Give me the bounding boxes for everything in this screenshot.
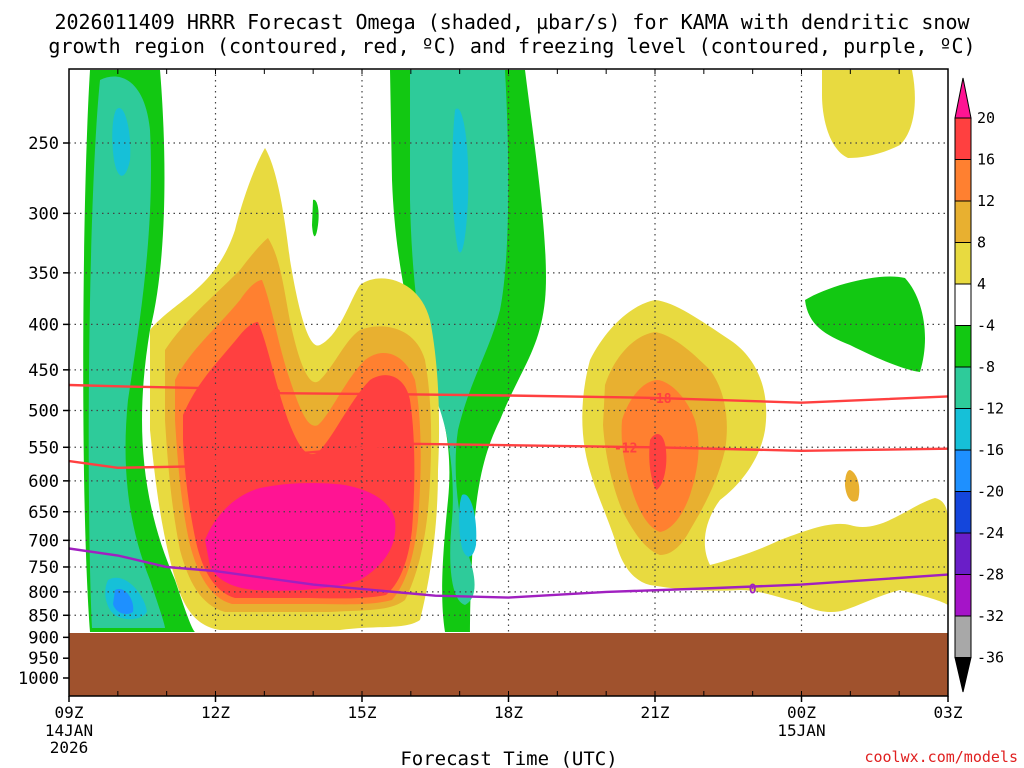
colorbar-swatch <box>954 408 972 451</box>
omega-band-pos4-upper-right <box>822 70 915 158</box>
x-tick-label: 03Z <box>934 703 963 722</box>
colorbar-swatch <box>954 532 972 575</box>
colorbar: 20 16 12 8 4 -4 -8 -12 -16 -20 -24 -28 -32 -36 <box>954 77 1004 693</box>
y-tick-label: 700 <box>28 531 59 551</box>
dgz-minus18-line <box>69 383 948 404</box>
colorbar-label: 8 <box>977 234 986 252</box>
y-tick-label: 450 <box>28 361 59 381</box>
colorbar-bottom-arrow <box>954 657 972 693</box>
y-tick-label: 350 <box>28 264 59 284</box>
colorbar-label: -12 <box>977 400 1004 418</box>
omega-band-neg16-mid-lower <box>459 494 477 557</box>
x-tick-year: 2026 <box>50 738 89 757</box>
chart-title-line1: 2026011409 HRRR Forecast Omega (shaded, … <box>54 10 970 34</box>
colorbar-label: -8 <box>977 358 995 376</box>
y-axis: 2503003504004505005506006507007508008509… <box>18 134 69 689</box>
chart-title-line2: growth region (contoured, red, ºC) and f… <box>48 34 975 58</box>
colorbar-label: 4 <box>977 275 986 293</box>
contour-label: -12 <box>614 441 637 456</box>
colorbar-swatch <box>954 449 972 492</box>
colorbar-swatch <box>954 574 972 617</box>
contour-label: 0 <box>749 582 757 597</box>
y-tick-label: 1000 <box>18 669 59 689</box>
contour-label: -18 <box>648 392 672 407</box>
colorbar-label: -32 <box>977 607 1004 625</box>
y-tick-label: 750 <box>28 558 59 578</box>
colorbar-swatch <box>954 159 972 202</box>
colorbar-label: -20 <box>977 483 1004 501</box>
x-tick-label: 21Z <box>641 703 670 722</box>
y-tick-label: 850 <box>28 606 59 626</box>
chart-contours: -18 -18 -12 0 <box>69 383 948 599</box>
colorbar-swatch <box>954 615 972 658</box>
x-tick-label: 00Z <box>787 703 816 722</box>
y-tick-label: 550 <box>28 438 59 458</box>
y-tick-label: 650 <box>28 503 59 523</box>
y-tick-label: 500 <box>28 402 59 422</box>
omega-small-cell-orange <box>845 470 860 502</box>
y-tick-label: 300 <box>28 204 59 224</box>
colorbar-swatch <box>954 200 972 243</box>
y-tick-label: 950 <box>28 649 59 669</box>
colorbar-label: 16 <box>977 151 995 169</box>
colorbar-label: 20 <box>977 109 995 127</box>
y-tick-label: 900 <box>28 628 59 648</box>
colorbar-swatch <box>954 242 972 285</box>
colorbar-label: -16 <box>977 441 1004 459</box>
colorbar-label: -36 <box>977 649 1004 667</box>
omega-hole-center <box>753 468 801 512</box>
ground-terrain <box>69 633 948 696</box>
y-tick-label: 400 <box>28 315 59 335</box>
y-tick-label: 600 <box>28 472 59 492</box>
x-tick-date: 14JAN <box>45 721 93 740</box>
omega-band-neg20-lower <box>113 589 134 615</box>
colorbar-label: -24 <box>977 524 1004 542</box>
colorbar-swatch <box>954 366 972 409</box>
omega-small-cell <box>312 199 319 237</box>
omega-band-neg16-upper <box>112 108 131 176</box>
x-tick-date: 15JAN <box>777 721 825 740</box>
colorbar-swatch <box>954 117 972 160</box>
colorbar-swatch <box>954 283 972 326</box>
colorbar-label: 12 <box>977 192 995 210</box>
omega-band-neg12-mid <box>410 70 509 605</box>
omega-band-neg16-mid <box>452 108 469 253</box>
omega-band-pos20-left <box>205 483 396 591</box>
y-tick-label: 800 <box>28 583 59 603</box>
x-tick-label: 12Z <box>201 703 230 722</box>
colorbar-top-arrow <box>954 77 972 119</box>
y-tick-label: 250 <box>28 134 59 154</box>
omega-band-neg8-right <box>805 276 925 372</box>
x-axis-label: Forecast Time (UTC) <box>400 748 617 768</box>
omega-band-neg12 <box>88 76 165 628</box>
plot-area: -18 -18 -12 0 <box>69 69 948 696</box>
dgz-minus12-line <box>69 442 948 470</box>
colorbar-swatch <box>954 325 972 368</box>
colorbar-swatch <box>954 491 972 534</box>
x-tick-label: 15Z <box>348 703 377 722</box>
contour-label: -18 <box>257 388 281 403</box>
colorbar-label: -28 <box>977 566 1004 584</box>
x-tick-label: 09Z <box>55 703 84 722</box>
credit-text: coolwx.com/models <box>864 748 1018 766</box>
x-tick-label: 18Z <box>494 703 523 722</box>
freezing-level-line <box>69 547 948 599</box>
colorbar-label: -4 <box>977 317 995 335</box>
